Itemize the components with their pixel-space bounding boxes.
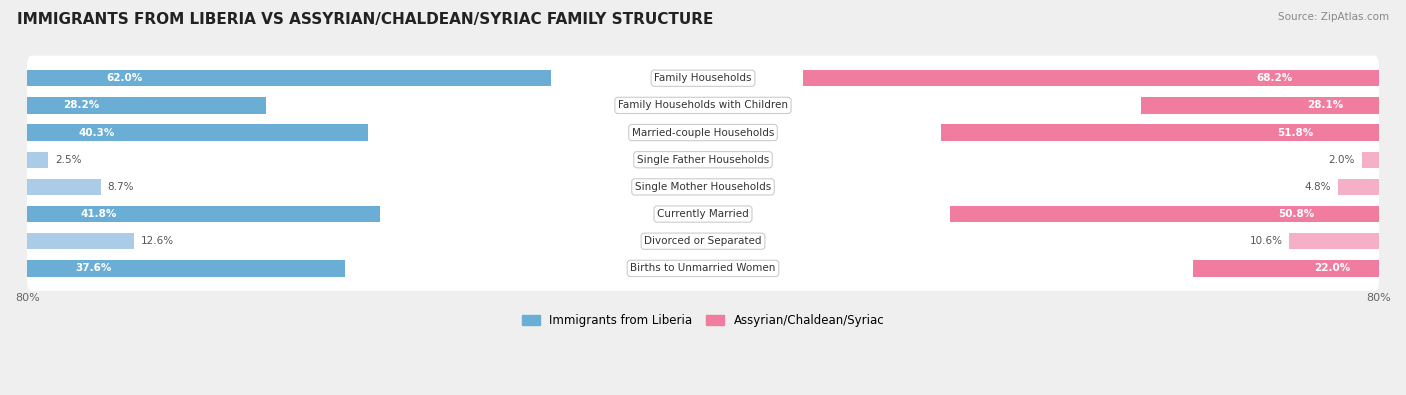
Bar (1339, 179, 1379, 195)
Text: Single Father Households: Single Father Households (637, 155, 769, 165)
Text: Births to Unmarried Women: Births to Unmarried Women (630, 263, 776, 273)
FancyBboxPatch shape (27, 137, 1379, 182)
FancyBboxPatch shape (27, 219, 1379, 264)
Text: Married-couple Households: Married-couple Households (631, 128, 775, 137)
Text: 37.6%: 37.6% (75, 263, 111, 273)
Bar (1362, 152, 1379, 168)
Text: 50.8%: 50.8% (1278, 209, 1315, 219)
FancyBboxPatch shape (27, 246, 1379, 291)
Text: Family Households with Children: Family Households with Children (619, 100, 787, 110)
Text: 40.3%: 40.3% (79, 128, 115, 137)
Bar (949, 206, 1379, 222)
Text: 2.5%: 2.5% (55, 155, 82, 165)
FancyBboxPatch shape (27, 83, 1379, 128)
Legend: Immigrants from Liberia, Assyrian/Chaldean/Syriac: Immigrants from Liberia, Assyrian/Chalde… (517, 309, 889, 332)
Text: IMMIGRANTS FROM LIBERIA VS ASSYRIAN/CHALDEAN/SYRIAC FAMILY STRUCTURE: IMMIGRANTS FROM LIBERIA VS ASSYRIAN/CHAL… (17, 12, 713, 27)
Text: 22.0%: 22.0% (1315, 263, 1351, 273)
Bar (1142, 97, 1379, 113)
Text: Source: ZipAtlas.com: Source: ZipAtlas.com (1278, 12, 1389, 22)
Bar (1192, 260, 1379, 276)
Text: Single Mother Households: Single Mother Households (636, 182, 770, 192)
Text: 41.8%: 41.8% (80, 209, 117, 219)
Bar (1289, 233, 1379, 249)
Bar (27, 97, 266, 113)
Bar (27, 233, 134, 249)
Text: Family Households: Family Households (654, 73, 752, 83)
Text: 68.2%: 68.2% (1256, 73, 1292, 83)
Text: 28.1%: 28.1% (1306, 100, 1343, 110)
Bar (27, 70, 551, 87)
Text: 10.6%: 10.6% (1250, 236, 1282, 246)
Bar (27, 206, 381, 222)
Bar (27, 124, 368, 141)
Text: 51.8%: 51.8% (1277, 128, 1313, 137)
Text: 12.6%: 12.6% (141, 236, 174, 246)
Bar (941, 124, 1379, 141)
Text: Divorced or Separated: Divorced or Separated (644, 236, 762, 246)
FancyBboxPatch shape (27, 56, 1379, 101)
Text: 2.0%: 2.0% (1329, 155, 1355, 165)
Text: 4.8%: 4.8% (1305, 182, 1331, 192)
Bar (27, 152, 48, 168)
FancyBboxPatch shape (27, 164, 1379, 209)
FancyBboxPatch shape (27, 192, 1379, 237)
FancyBboxPatch shape (27, 110, 1379, 155)
Text: 8.7%: 8.7% (108, 182, 134, 192)
Text: Currently Married: Currently Married (657, 209, 749, 219)
Bar (27, 179, 101, 195)
Text: 28.2%: 28.2% (63, 100, 100, 110)
Bar (27, 260, 344, 276)
Bar (803, 70, 1379, 87)
Text: 62.0%: 62.0% (105, 73, 142, 83)
